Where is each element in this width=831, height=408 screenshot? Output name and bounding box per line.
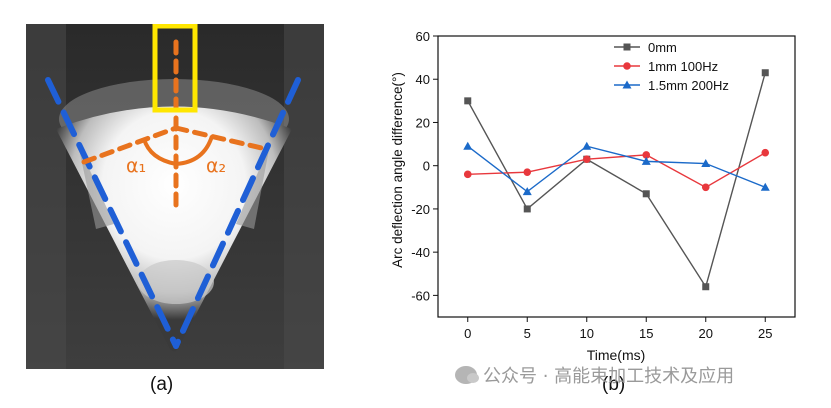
x-tick-label: 10 (580, 326, 594, 341)
series-1-5mm-200hz (463, 141, 770, 196)
y-tick-label: -60 (411, 288, 430, 303)
x-tick-label: 15 (639, 326, 653, 341)
x-tick-label: 0 (464, 326, 471, 341)
y-tick-label: 20 (416, 115, 430, 130)
data-point-0mm (523, 205, 531, 213)
y-tick-label: 60 (416, 29, 430, 44)
panel-a-caption: (a) (150, 374, 174, 395)
alpha1-angle-arc (142, 138, 177, 166)
y-axis-label: Arc deflection angle difference(°) (390, 72, 405, 268)
series-0mm (464, 69, 769, 291)
x-tick-label: 5 (524, 326, 531, 341)
data-point-1mm-100hz (463, 170, 472, 179)
alpha1-label: α₁ (126, 155, 146, 177)
data-point-0mm (702, 283, 710, 291)
watermark-text: 公众号 · 高能束加工技术及应用 (483, 366, 735, 387)
series-line-1mm-100hz (467, 152, 766, 189)
legend: 0mm 1mm 100Hz 1.5mm 200Hz (614, 40, 729, 93)
wechat-icon (455, 366, 479, 384)
data-point-1-5mm-200hz (641, 156, 651, 165)
y-tick-label: -20 (411, 202, 430, 217)
legend-label-1-5mm-200hz: 1.5mm 200Hz (648, 78, 729, 93)
data-point-0mm (642, 190, 650, 198)
alpha2-label: α₂ (206, 155, 226, 177)
data-point-1-5mm-200hz (463, 141, 473, 150)
legend-label-0mm: 0mm (648, 40, 677, 55)
plot-border (437, 35, 796, 318)
legend-marker-0mm (623, 43, 631, 51)
panel-b-caption: (b) (602, 374, 626, 395)
data-point-1mm-100hz (642, 151, 651, 159)
data-point-1-5mm-200hz (701, 159, 711, 168)
left-groove-dash-line (45, 77, 179, 349)
x-tick-label: 20 (699, 326, 713, 341)
right-groove-dash-line (173, 77, 301, 349)
legend-marker-1-5mm-200hz (622, 80, 632, 89)
series-layer (463, 69, 770, 291)
data-point-0mm (464, 97, 472, 105)
data-point-0mm (761, 69, 769, 77)
y-axis-ticks: -60 -40 -20 0 20 40 60 (411, 29, 438, 303)
arc-deflection-chart: -60 -40 -20 0 20 40 60 0 5 10 15 20 25 0mm 1mm 100Hz… (390, 29, 796, 363)
data-point-1mm-100hz (523, 168, 532, 176)
x-tick-label: 25 (758, 326, 772, 341)
watermark: 公众号 · 高能束加工技术及应用 (455, 362, 734, 388)
data-point-1mm-100hz (761, 148, 770, 157)
y-tick-label: 0 (423, 159, 430, 174)
weld-groove-glow (56, 106, 292, 352)
data-point-1-5mm-200hz (760, 182, 770, 191)
right-plate-shade (284, 24, 324, 369)
right-arc-boundary-dash-line (173, 125, 269, 152)
data-point-1-5mm-200hz (522, 187, 532, 196)
alpha2-angle-arc (175, 135, 214, 166)
x-axis-label: Time(ms) (587, 347, 646, 363)
series-line-1-5mm-200hz (467, 145, 766, 193)
plot-frame (437, 35, 796, 318)
data-point-1-5mm-200hz (582, 141, 592, 150)
weld-pool (138, 260, 214, 304)
y-tick-label: 40 (416, 72, 430, 87)
electrode-highlight-box (152, 24, 198, 113)
data-point-1mm-100hz (582, 155, 591, 164)
series-1mm-100hz (463, 148, 770, 192)
weld-arc-photo: α₁ α₂ (26, 24, 324, 369)
data-point-1mm-100hz (701, 183, 710, 192)
legend-label-1mm-100hz: 1mm 100Hz (648, 59, 718, 74)
legend-marker-1mm-100hz (623, 62, 631, 70)
y-tick-label: -40 (411, 245, 430, 260)
series-line-0mm (467, 72, 766, 289)
left-arc-boundary-dash-line (81, 125, 179, 165)
left-plate-shade (26, 24, 66, 369)
x-axis-ticks: 0 5 10 15 20 25 (464, 317, 772, 341)
